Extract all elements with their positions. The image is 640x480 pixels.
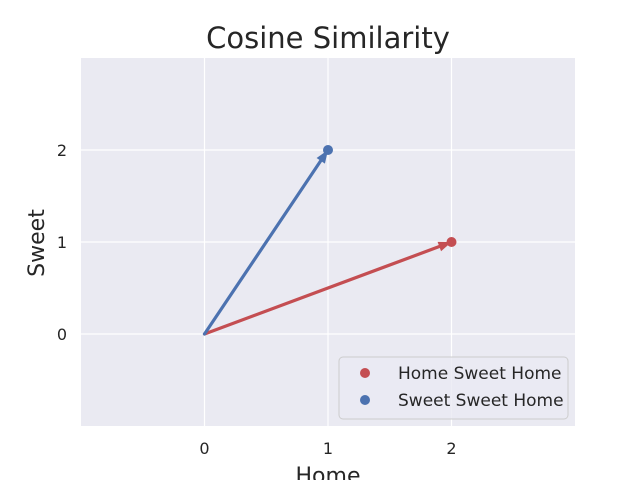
vector-shaft [202,159,323,336]
y-tick-label: 0 [57,325,67,344]
y-tick-label: 2 [57,141,67,160]
x-tick-label: 0 [199,439,209,458]
legend-marker-sweet-sweet-home [360,395,370,405]
legend-label-sweet-sweet-home: Sweet Sweet Home [398,391,564,411]
x-axis-label: Home [296,464,361,480]
vector-arrows [202,150,452,336]
legend-label-home-sweet-home: Home Sweet Home [398,364,562,384]
x-tick-label: 2 [446,439,456,458]
x-tick-labels: 0 1 2 [199,439,456,458]
vector-shaft [202,244,441,336]
data-points [323,145,457,247]
y-axis-label: Sweet [25,209,50,277]
legend: Home Sweet Home Sweet Sweet Home [338,356,569,420]
data-point [323,145,333,155]
data-point [446,237,457,247]
x-tick-label: 1 [323,439,333,458]
legend-box [338,356,569,420]
y-tick-labels: 0 1 2 [57,141,67,344]
legend-marker-home-sweet-home [360,368,370,378]
y-tick-label: 1 [57,233,67,252]
chart-title: Cosine Similarity [206,21,450,55]
